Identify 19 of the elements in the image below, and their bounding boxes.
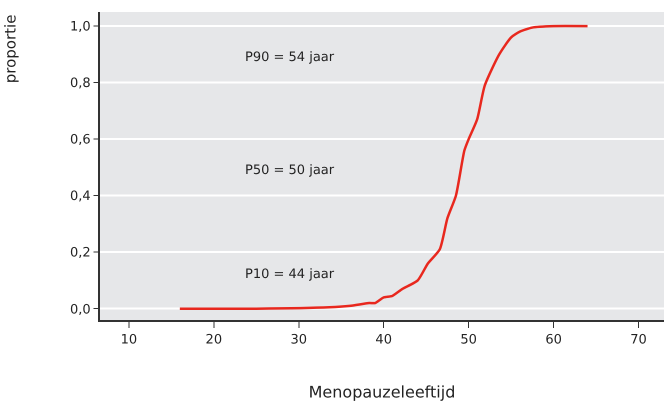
y-tick-label: 1,0 — [70, 20, 91, 35]
x-tick-label: 20 — [206, 332, 222, 348]
y-axis-title: proportie — [1, 14, 20, 84]
y-tick-label: 0,0 — [70, 302, 91, 318]
x-axis-title: Menopauzeleeftijd — [308, 382, 456, 402]
line-series — [178, 24, 589, 310]
x-tick-label: 60 — [545, 332, 562, 348]
y-tick-label: 0,6 — [70, 132, 91, 148]
x-tick-label: 50 — [460, 332, 477, 348]
annotation: P50 = 50 jaar — [245, 163, 335, 178]
x-tick-label: 10 — [120, 332, 138, 348]
x-tick-label: 30 — [290, 332, 308, 348]
y-tick-label: 0,2 — [70, 246, 91, 261]
annotation: P10 = 44 jaar — [245, 267, 335, 282]
annotation: P90 = 54 jaar — [245, 50, 335, 65]
y-tick-label: 0,4 — [70, 189, 91, 204]
x-tick-label: 70 — [630, 332, 647, 348]
x-tick-label: 40 — [375, 332, 392, 348]
y-tick-label: 0,8 — [70, 76, 91, 92]
